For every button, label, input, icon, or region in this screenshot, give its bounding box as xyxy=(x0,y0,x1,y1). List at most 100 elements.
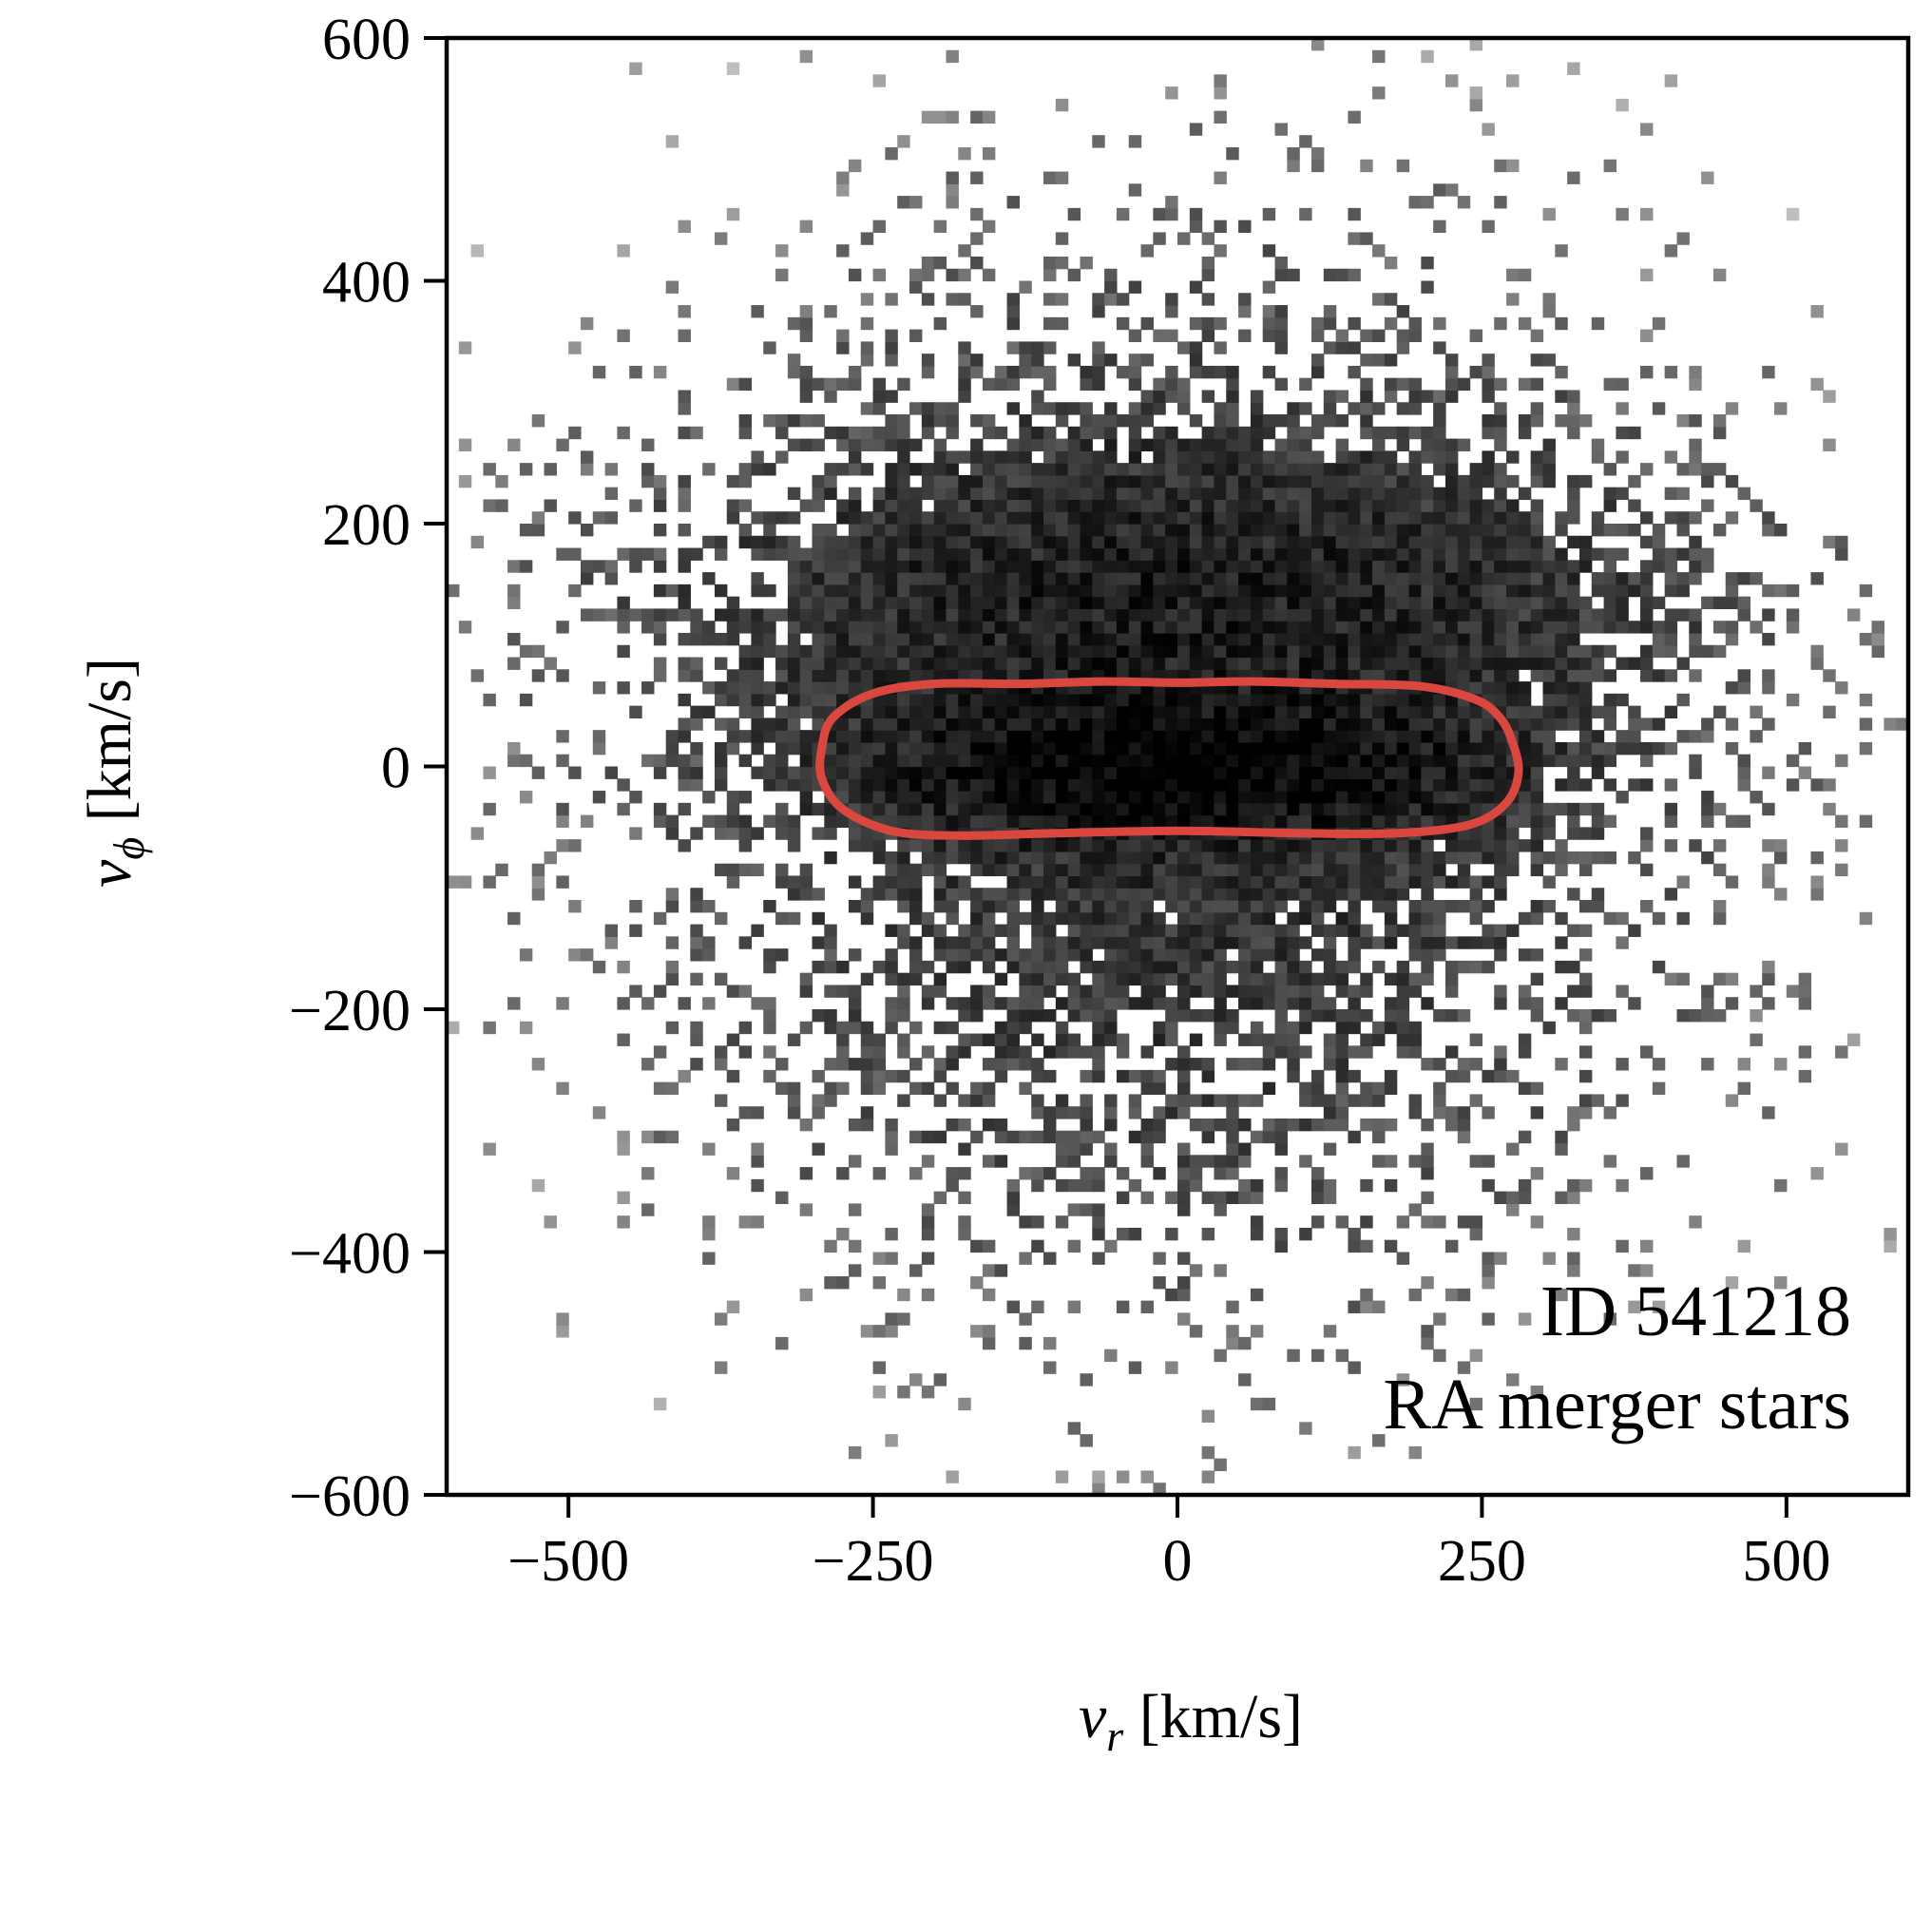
heatmap-cell xyxy=(909,875,923,889)
heatmap-cell xyxy=(1067,705,1081,719)
heatmap-cell xyxy=(1372,1434,1386,1447)
heatmap-cell xyxy=(1006,717,1020,731)
heatmap-cell xyxy=(1542,705,1556,719)
heatmap-cell xyxy=(751,608,764,622)
heatmap-cell xyxy=(1189,705,1203,719)
heatmap-cell xyxy=(1786,583,1800,598)
heatmap-cell xyxy=(1628,851,1641,865)
heatmap-cell xyxy=(1177,1252,1191,1265)
heatmap-cell xyxy=(1421,960,1434,974)
heatmap-cell xyxy=(1664,583,1678,598)
heatmap-cell xyxy=(1676,730,1690,743)
heatmap-cell xyxy=(714,778,728,792)
heatmap-cell xyxy=(1310,608,1325,622)
heatmap-cell xyxy=(1530,863,1544,877)
heatmap-cell xyxy=(1274,256,1288,270)
heatmap-cell xyxy=(1128,936,1142,949)
heatmap-cell xyxy=(933,936,947,949)
heatmap-cell xyxy=(1310,924,1325,937)
heatmap-cell xyxy=(812,608,825,622)
heatmap-cell xyxy=(1348,341,1361,354)
heatmap-cell xyxy=(1335,1118,1349,1132)
heatmap-cell xyxy=(1274,414,1288,428)
heatmap-cell xyxy=(1043,474,1057,488)
heatmap-cell xyxy=(1128,450,1142,464)
heatmap-cell xyxy=(1104,985,1118,998)
heatmap-cell xyxy=(994,365,1008,379)
heatmap-cell xyxy=(1616,791,1629,804)
heatmap-cell xyxy=(1031,839,1044,852)
heatmap-cell xyxy=(1067,888,1081,901)
heatmap-cell xyxy=(1640,123,1654,136)
heatmap-cell xyxy=(1384,293,1398,306)
heatmap-cell xyxy=(1603,572,1616,585)
heatmap-cell xyxy=(1177,1312,1191,1326)
heatmap-cell xyxy=(1444,644,1459,659)
heatmap-cell xyxy=(1214,900,1227,913)
heatmap-cell xyxy=(1201,1130,1215,1144)
heatmap-cell xyxy=(1444,438,1459,451)
heatmap-cell xyxy=(1165,778,1178,792)
heatmap-cell xyxy=(1092,474,1105,488)
y-tick-label: −200 xyxy=(289,979,411,1043)
heatmap-cell xyxy=(848,778,862,792)
heatmap-cell xyxy=(836,1058,850,1071)
heatmap-cell xyxy=(1482,960,1495,974)
heatmap-cell xyxy=(1360,621,1373,634)
heatmap-cell xyxy=(665,960,679,974)
heatmap-cell xyxy=(726,1300,740,1313)
heatmap-cell xyxy=(1750,621,1763,634)
heatmap-cell xyxy=(982,1325,996,1338)
heatmap-cell xyxy=(507,583,521,598)
heatmap-cell xyxy=(1019,1215,1032,1229)
heatmap-cell xyxy=(1274,766,1288,779)
heatmap-cell xyxy=(1384,754,1398,768)
heatmap-cell xyxy=(1396,1021,1410,1035)
heatmap-cell xyxy=(1067,911,1081,926)
heatmap-cell xyxy=(1043,875,1057,889)
heatmap-cell xyxy=(958,1033,971,1046)
heatmap-cell xyxy=(1506,621,1520,634)
heatmap-cell xyxy=(1214,583,1227,598)
heatmap-cell xyxy=(1762,608,1775,622)
heatmap-cell xyxy=(1140,791,1154,804)
heatmap-cell xyxy=(1250,766,1264,779)
heatmap-cell xyxy=(946,511,959,525)
heatmap-cell xyxy=(1287,936,1300,949)
heatmap-cell xyxy=(1262,754,1276,768)
heatmap-cell xyxy=(1360,1239,1373,1253)
heatmap-cell xyxy=(1689,365,1702,379)
heatmap-cell xyxy=(799,49,813,64)
heatmap-cell xyxy=(799,583,813,598)
heatmap-cell xyxy=(1299,1045,1312,1059)
heatmap-cell xyxy=(1006,741,1020,756)
heatmap-cell xyxy=(1214,705,1227,719)
heatmap-cell xyxy=(897,730,910,743)
heatmap-cell xyxy=(751,766,764,779)
heatmap-cell xyxy=(1518,802,1532,816)
heatmap-cell xyxy=(1310,669,1325,682)
heatmap-cell xyxy=(1104,438,1118,451)
heatmap-cell xyxy=(629,924,642,937)
heatmap-cell xyxy=(1250,839,1264,852)
heatmap-cell xyxy=(507,438,521,451)
heatmap-cell xyxy=(1238,1155,1252,1168)
heatmap-cell xyxy=(946,936,959,949)
heatmap-cell xyxy=(1823,535,1836,549)
heatmap-cell xyxy=(1323,487,1337,501)
heatmap-cell xyxy=(738,693,753,707)
heatmap-cell xyxy=(1444,791,1459,804)
heatmap-cell xyxy=(1201,511,1215,525)
heatmap-cell xyxy=(1153,657,1166,670)
heatmap-cell xyxy=(1335,268,1349,282)
heatmap-cell xyxy=(1201,1058,1215,1071)
heatmap-cell xyxy=(1067,839,1081,852)
heatmap-cell xyxy=(1165,474,1178,488)
heatmap-cell xyxy=(1299,730,1312,743)
heatmap-cell xyxy=(1676,1155,1690,1168)
heatmap-cell xyxy=(1469,535,1483,549)
heatmap-cell xyxy=(1408,547,1422,561)
heatmap-cell xyxy=(1310,1167,1325,1180)
heatmap-cell xyxy=(982,1288,996,1302)
heatmap-cell xyxy=(556,621,569,634)
